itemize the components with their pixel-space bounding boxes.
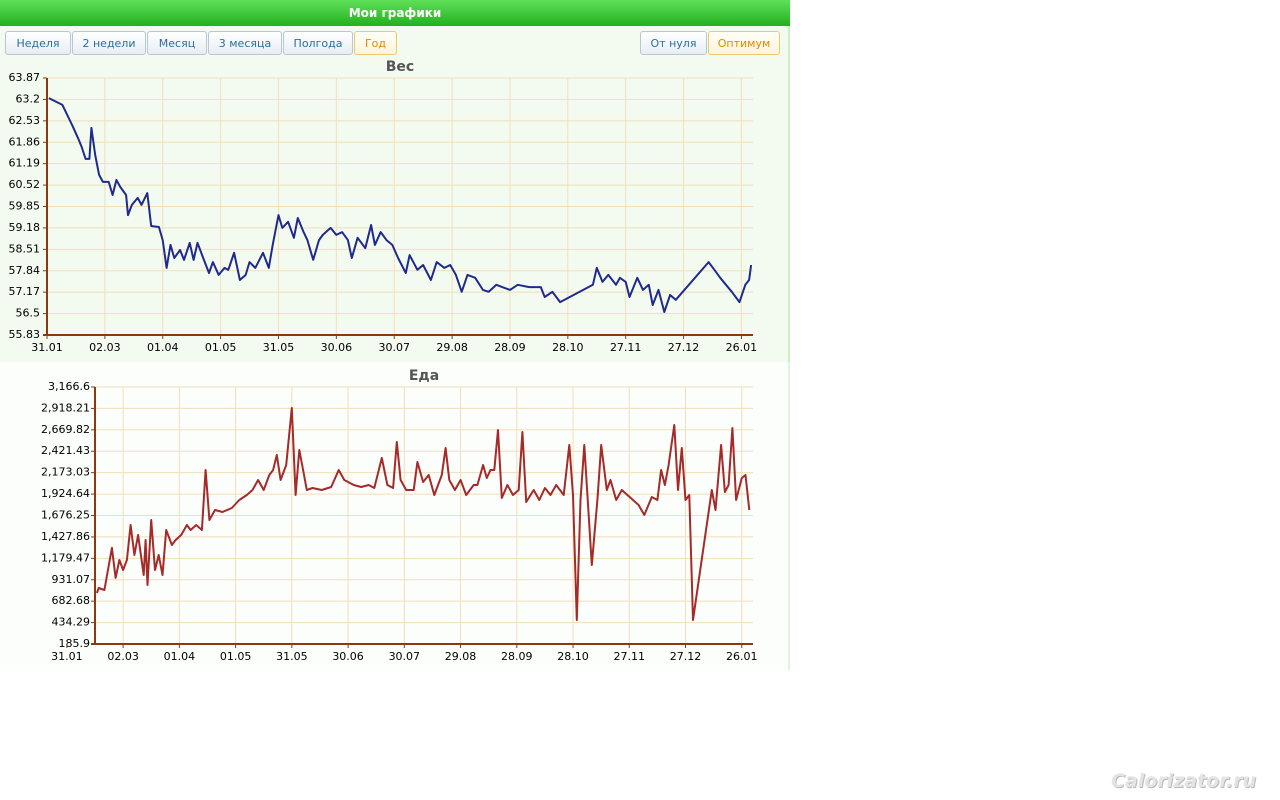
y-tick-label: 59.18	[9, 221, 41, 234]
x-tick-label: 30.06	[321, 341, 353, 354]
y-tick-label: 59.85	[9, 200, 41, 213]
y-tick-label: 2,173.03	[41, 466, 90, 479]
range-button[interactable]: От нуля	[640, 31, 707, 55]
x-tick-label: 30.07	[389, 650, 421, 663]
y-tick-label: 57.17	[9, 285, 41, 298]
y-tick-label: 2,421.43	[41, 444, 90, 457]
y-tick-label: 1,427.86	[41, 530, 90, 543]
y-tick-label: 931.07	[52, 573, 91, 586]
x-tick-label: 02.03	[107, 650, 139, 663]
y-tick-label: 58.51	[9, 242, 41, 255]
x-tick-label: 28.10	[557, 650, 589, 663]
chart-title: Вес	[386, 59, 414, 75]
header-title: Мои графики	[0, 0, 790, 26]
range-button[interactable]: Месяц	[147, 31, 207, 55]
x-tick-label: 27.12	[668, 341, 700, 354]
range-button[interactable]: Оптимум	[708, 31, 780, 55]
x-tick-label: 31.05	[263, 341, 295, 354]
range-button[interactable]: Полгода	[283, 31, 353, 55]
x-tick-label: 31.01	[51, 650, 83, 663]
watermark: Calorizator.ru	[1110, 770, 1256, 792]
x-tick-label: 28.10	[552, 341, 584, 354]
x-tick-label: 31.05	[276, 650, 308, 663]
y-tick-label: 62.53	[9, 114, 41, 127]
data-line	[48, 97, 753, 313]
x-tick-label: 30.07	[378, 341, 410, 354]
y-tick-label: 60.52	[9, 178, 41, 191]
x-tick-label: 02.03	[89, 341, 121, 354]
x-tick-label: 29.08	[445, 650, 477, 663]
x-tick-label: 27.11	[614, 650, 646, 663]
y-tick-label: 185.9	[59, 637, 91, 650]
x-tick-label: 31.01	[31, 341, 63, 354]
range-button[interactable]: 3 месяца	[208, 31, 282, 55]
y-tick-label: 1,924.64	[41, 487, 90, 500]
y-tick-label: 61.19	[9, 157, 41, 170]
x-tick-label: 26.01	[726, 650, 758, 663]
y-tick-label: 63.2	[16, 92, 41, 105]
weight-panel	[0, 0, 790, 362]
y-tick-label: 3,166.6	[48, 380, 90, 393]
x-tick-label: 27.11	[610, 341, 642, 354]
x-tick-label: 28.09	[494, 341, 526, 354]
y-tick-label: 56.5	[16, 307, 41, 320]
y-tick-label: 61.86	[9, 135, 41, 148]
y-tick-label: 1,179.47	[41, 551, 90, 564]
x-tick-label: 26.01	[726, 341, 758, 354]
y-tick-label: 57.84	[9, 264, 41, 277]
x-tick-label: 01.04	[147, 341, 179, 354]
y-tick-label: 2,918.21	[41, 401, 90, 414]
data-line	[95, 407, 751, 621]
chart-title: Еда	[409, 368, 439, 384]
x-tick-label: 29.08	[436, 341, 468, 354]
y-tick-label: 55.83	[9, 328, 41, 341]
x-tick-label: 27.12	[670, 650, 702, 663]
x-tick-label: 01.04	[164, 650, 196, 663]
range-button[interactable]: Неделя	[5, 31, 71, 55]
range-button[interactable]: Год	[354, 31, 397, 55]
y-tick-label: 2,669.82	[41, 423, 90, 436]
x-tick-label: 01.05	[220, 650, 252, 663]
range-button[interactable]: 2 недели	[72, 31, 146, 55]
y-tick-label: 434.29	[52, 616, 91, 629]
y-tick-label: 63.87	[9, 71, 41, 84]
y-tick-label: 1,676.25	[41, 509, 90, 522]
y-tick-label: 682.68	[52, 594, 91, 607]
x-tick-label: 01.05	[205, 341, 237, 354]
x-tick-label: 30.06	[332, 650, 364, 663]
x-tick-label: 28.09	[501, 650, 533, 663]
